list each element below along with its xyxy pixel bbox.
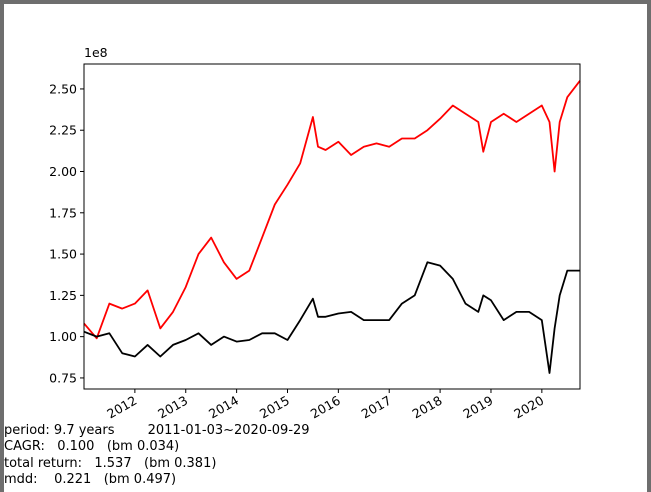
x-tick-label: 2015	[257, 393, 292, 422]
x-tick-label: 2013	[155, 393, 190, 422]
y-tick-label: 1.75	[49, 205, 77, 220]
y-tick-label: 1.00	[49, 329, 77, 344]
x-tick-label: 2012	[104, 393, 139, 422]
y-tick-label: 2.50	[49, 81, 77, 96]
x-tick-label: 2020	[511, 393, 546, 422]
stat-line: period: 9.7 years 2011-01-03~2020-09-29	[4, 423, 310, 438]
figure: 1e8 0.75 1.00 1.25 1.50 1.75 2.00 2.25 2.50 2012…	[4, 4, 647, 492]
y-tick-label: 2.25	[49, 123, 77, 138]
y-tick-label: 1.50	[49, 247, 77, 262]
stats: period: 9.7 years 2011-01-03~2020-09-29 C…	[4, 423, 310, 488]
stat-line: CAGR: 0.100 (bm 0.034)	[4, 439, 180, 455]
chart: 1e8 0.75 1.00 1.25 1.50 1.75 2.00 2.25 2.50 2012…	[49, 45, 581, 422]
y-tick-label: 1.25	[49, 288, 77, 303]
series-line	[83, 80, 581, 340]
x-tick-label: 2017	[359, 393, 394, 422]
y-tick-label: 2.00	[49, 164, 77, 179]
x-tick-label: 2016	[308, 393, 343, 422]
y-tick-label: 0.75	[49, 370, 77, 385]
offset-label: 1e8	[84, 45, 108, 60]
x-tick-label: 2014	[206, 393, 241, 422]
plot-frame	[83, 63, 581, 390]
x-tick-label: 2018	[410, 393, 445, 422]
stat-line: total return: 1.537 (bm 0.381)	[4, 455, 217, 471]
stat-line: mdd: 0.221 (bm 0.497)	[4, 471, 177, 487]
x-tick-label: 2019	[460, 393, 495, 422]
series-line	[83, 261, 580, 374]
